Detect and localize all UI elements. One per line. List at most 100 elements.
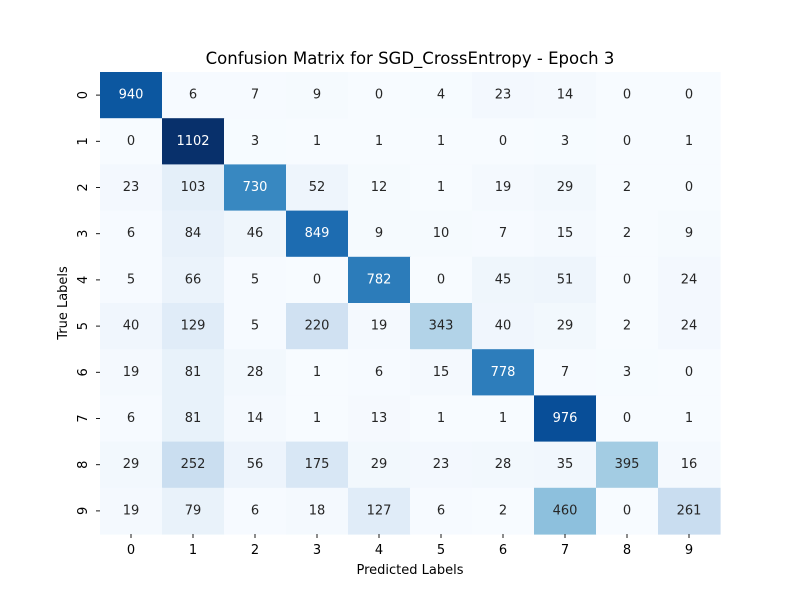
cell-label-3-4: 9 <box>375 226 383 241</box>
cell-8-4 <box>348 441 411 489</box>
cell-label-3-2: 46 <box>247 226 264 241</box>
cell-label-6-3: 1 <box>313 365 321 380</box>
cell-label-3-5: 10 <box>433 226 450 241</box>
cell-label-0-4: 0 <box>375 88 383 103</box>
y-tick-label-8: 8 <box>76 461 91 469</box>
cell-1-2 <box>224 118 287 165</box>
cell-label-0-7: 14 <box>557 88 574 103</box>
cell-label-3-6: 7 <box>499 226 507 241</box>
cell-label-1-9: 1 <box>685 134 693 149</box>
cell-label-1-6: 0 <box>499 134 507 149</box>
cell-label-0-5: 4 <box>437 88 445 103</box>
y-axis-label: True Labels <box>56 266 71 341</box>
cell-label-4-6: 45 <box>495 272 512 287</box>
cell-6-6 <box>472 349 535 396</box>
cell-label-5-7: 29 <box>557 319 574 334</box>
cell-label-8-9: 16 <box>681 457 698 472</box>
cell-0-6 <box>472 72 535 119</box>
cell-label-1-3: 1 <box>313 134 321 149</box>
cell-label-2-9: 0 <box>685 180 693 195</box>
cell-label-9-5: 6 <box>437 503 445 518</box>
cell-label-0-1: 6 <box>189 88 197 103</box>
cell-label-4-9: 24 <box>681 272 698 287</box>
x-axis-label: Predicted Labels <box>356 563 463 578</box>
cell-label-9-7: 460 <box>553 503 578 518</box>
cell-label-9-1: 79 <box>185 503 202 518</box>
x-tick-label-2: 2 <box>251 543 259 558</box>
cell-1-0 <box>100 118 163 165</box>
cell-3-8 <box>596 210 659 258</box>
cell-label-5-6: 40 <box>495 319 512 334</box>
cell-label-5-8: 2 <box>623 319 631 334</box>
cell-7-9 <box>658 395 721 443</box>
cell-label-7-3: 1 <box>313 411 321 426</box>
cell-label-8-3: 175 <box>305 457 330 472</box>
cell-label-9-2: 6 <box>251 503 259 518</box>
y-tick-label-2: 2 <box>76 183 91 191</box>
cell-label-0-0: 940 <box>119 88 144 103</box>
cell-4-9 <box>658 256 721 304</box>
cell-3-6 <box>472 210 535 258</box>
cell-label-5-2: 5 <box>251 319 259 334</box>
cell-label-3-7: 15 <box>557 226 574 241</box>
cell-0-0 <box>100 72 163 119</box>
cell-label-7-5: 1 <box>437 411 445 426</box>
cell-label-2-8: 2 <box>623 180 631 195</box>
y-tick-label-4: 4 <box>76 276 91 284</box>
cell-8-3 <box>286 441 349 489</box>
cell-1-1 <box>162 118 225 165</box>
x-tick-label-9: 9 <box>685 543 693 558</box>
cell-7-6 <box>472 395 535 443</box>
cell-label-2-5: 1 <box>437 180 445 195</box>
cell-2-2 <box>224 164 287 212</box>
cell-label-6-0: 19 <box>123 365 140 380</box>
cell-label-8-6: 28 <box>495 457 512 472</box>
cell-9-9 <box>658 487 721 535</box>
cell-label-3-9: 9 <box>685 226 693 241</box>
cell-label-6-1: 81 <box>185 365 202 380</box>
cell-label-4-4: 782 <box>367 272 392 287</box>
cell-8-5 <box>410 441 473 489</box>
x-axis-ticks: 0 1 2 3 4 5 6 7 8 9 <box>127 534 693 558</box>
cell-label-9-6: 2 <box>499 503 507 518</box>
cell-4-4 <box>348 256 411 304</box>
cell-6-9 <box>658 349 721 396</box>
cell-label-3-3: 849 <box>305 226 330 241</box>
cell-label-6-4: 6 <box>375 365 383 380</box>
cell-label-8-4: 29 <box>371 457 388 472</box>
cell-2-1 <box>162 164 225 212</box>
cell-label-7-9: 1 <box>685 411 693 426</box>
y-axis-ticks: 0 1 2 3 4 5 6 7 8 9 <box>76 91 100 515</box>
cell-label-5-0: 40 <box>123 319 140 334</box>
cell-9-5 <box>410 487 473 535</box>
x-tick-label-7: 7 <box>561 543 569 558</box>
cell-0-3 <box>286 72 349 119</box>
cell-label-9-3: 18 <box>309 503 326 518</box>
cell-label-3-8: 2 <box>623 226 631 241</box>
cell-9-3 <box>286 487 349 535</box>
cell-label-1-0: 0 <box>127 134 135 149</box>
cell-5-8 <box>596 303 659 350</box>
cell-3-3 <box>286 210 349 258</box>
cell-4-8 <box>596 256 659 304</box>
cell-3-9 <box>658 210 721 258</box>
cell-3-4 <box>348 210 411 258</box>
cell-label-8-1: 252 <box>181 457 206 472</box>
cell-1-8 <box>596 118 659 165</box>
cell-2-5 <box>410 164 473 212</box>
cell-6-2 <box>224 349 287 396</box>
cell-6-1 <box>162 349 225 396</box>
cell-label-4-0: 5 <box>127 272 135 287</box>
cell-9-0 <box>100 487 163 535</box>
cell-label-2-1: 103 <box>181 180 206 195</box>
cell-label-6-6: 778 <box>491 365 516 380</box>
cell-label-3-1: 84 <box>185 226 202 241</box>
cell-0-7 <box>534 72 597 119</box>
cell-9-8 <box>596 487 659 535</box>
cell-8-9 <box>658 441 721 489</box>
x-tick-label-3: 3 <box>313 543 321 558</box>
cell-label-9-8: 0 <box>623 503 631 518</box>
cell-label-4-3: 0 <box>313 272 321 287</box>
cell-9-2 <box>224 487 287 535</box>
